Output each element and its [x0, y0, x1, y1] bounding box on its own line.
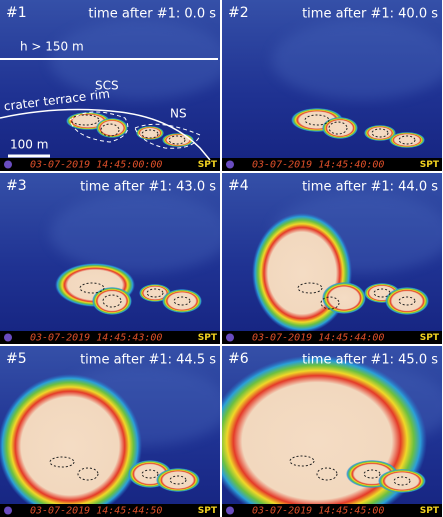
- scs-label: SCS: [95, 79, 119, 93]
- thermal-panel: 03-07-2019 14:45:44:50 SPT #5 time after #1…: [0, 346, 220, 517]
- timestamp: 03-07-2019 14:45:43:00: [30, 333, 162, 344]
- scale-label: 100 m: [10, 138, 48, 152]
- info-bar: [222, 331, 442, 344]
- vent-outline: [102, 294, 122, 308]
- panel-label: #6: [228, 351, 249, 367]
- thermal-image: [222, 346, 442, 504]
- time-after: time after #1: 43.0 s: [80, 180, 216, 195]
- timestamp: 03-07-2019 14:45:44:00: [252, 333, 384, 344]
- vent-outline: [373, 288, 391, 298]
- hot-area: [96, 118, 128, 138]
- hot-area: [0, 374, 142, 504]
- vent-outline: [328, 121, 348, 135]
- camera-id: SPT: [420, 160, 440, 170]
- camera-id: SPT: [198, 506, 218, 516]
- hot-area: [322, 282, 366, 314]
- logo: [4, 333, 12, 342]
- hot-area: [162, 289, 202, 313]
- panel-label: #3: [6, 178, 27, 194]
- vent-outline: [146, 288, 164, 298]
- camera-id: SPT: [198, 160, 218, 170]
- vent-outline: [100, 123, 120, 137]
- thermal-image: [0, 346, 220, 504]
- ns-outline: [134, 123, 201, 149]
- camera-id: SPT: [420, 333, 440, 343]
- thermal-image: [222, 0, 442, 158]
- thermal-panel: 03-07-2019 14:45:00:00 SPT #1 time after #1…: [0, 0, 220, 171]
- hot-area: [322, 117, 358, 139]
- vent-outline: [297, 282, 323, 294]
- timestamp: 03-07-2019 14:45:44:50: [30, 506, 162, 517]
- vent-outline: [316, 467, 338, 481]
- thermal-image: [0, 173, 220, 331]
- camera-id: SPT: [198, 333, 218, 343]
- time-after: time after #1: 0.0 s: [88, 7, 216, 22]
- vent-outline: [141, 129, 159, 139]
- hot-area: [364, 125, 396, 141]
- vent-outline: [173, 296, 191, 306]
- hot-area: [92, 287, 132, 315]
- logo: [226, 333, 234, 342]
- time-after: time after #1: 40.0 s: [302, 7, 438, 22]
- thermal-image: [222, 173, 442, 331]
- vent-outline: [393, 476, 411, 486]
- timestamp: 03-07-2019 14:45:40:00: [252, 160, 384, 171]
- hot-area: [162, 133, 194, 147]
- info-bar: [0, 158, 220, 171]
- panel-label: #4: [228, 178, 249, 194]
- vent-outline: [169, 475, 187, 485]
- panel-label: #2: [228, 5, 249, 21]
- panel-label: #1: [6, 5, 27, 21]
- thermal-panel: 03-07-2019 14:45:45:00 SPT #6 time after #1…: [222, 346, 442, 517]
- hot-area: [378, 469, 426, 493]
- hot-area: [385, 287, 429, 315]
- scs-outline: [69, 111, 129, 143]
- time-after: time after #1: 45.0 s: [302, 353, 438, 368]
- vent-outline: [77, 467, 99, 481]
- time-after: time after #1: 44.0 s: [302, 180, 438, 195]
- hot-area: [156, 468, 200, 492]
- vent-outline: [320, 296, 340, 310]
- vent-outline: [371, 128, 389, 138]
- haze: [272, 20, 442, 100]
- thermal-panel: 03-07-2019 14:45:44:00 SPT #4 time after #1…: [222, 173, 442, 344]
- vent-outline: [289, 455, 315, 467]
- vent-outline: [398, 296, 416, 306]
- vent-outline: [304, 114, 330, 126]
- time-after: time after #1: 44.5 s: [80, 353, 216, 368]
- ns-label: NS: [170, 107, 187, 121]
- hot-area: [389, 132, 425, 148]
- logo: [4, 160, 12, 169]
- hot-area: [252, 213, 352, 331]
- vent-outline: [398, 135, 416, 145]
- timestamp: 03-07-2019 14:45:45:00: [252, 506, 384, 517]
- logo: [4, 506, 12, 515]
- info-bar: [0, 331, 220, 344]
- vent-outline: [141, 469, 159, 479]
- vent-outline: [70, 114, 100, 126]
- thermal-panel: 03-07-2019 14:45:40:00 SPT #2 time after #1…: [222, 0, 442, 171]
- rim-line: [0, 108, 211, 161]
- logo: [226, 506, 234, 515]
- thermal-panel: 03-07-2019 14:45:43:00 SPT #3 time after #1…: [0, 173, 220, 344]
- info-bar: [222, 158, 442, 171]
- vent-outline: [363, 469, 381, 479]
- vent-outline: [79, 282, 105, 294]
- panel-label: #5: [6, 351, 27, 367]
- info-bar: [222, 504, 442, 517]
- height-note: h > 150 m: [20, 40, 84, 54]
- info-bar: [0, 504, 220, 517]
- timestamp: 03-07-2019 14:45:00:00: [30, 160, 162, 171]
- logo: [226, 160, 234, 169]
- haze: [50, 193, 220, 273]
- vent-outline: [168, 135, 186, 145]
- vent-outline: [49, 456, 75, 468]
- camera-id: SPT: [420, 506, 440, 516]
